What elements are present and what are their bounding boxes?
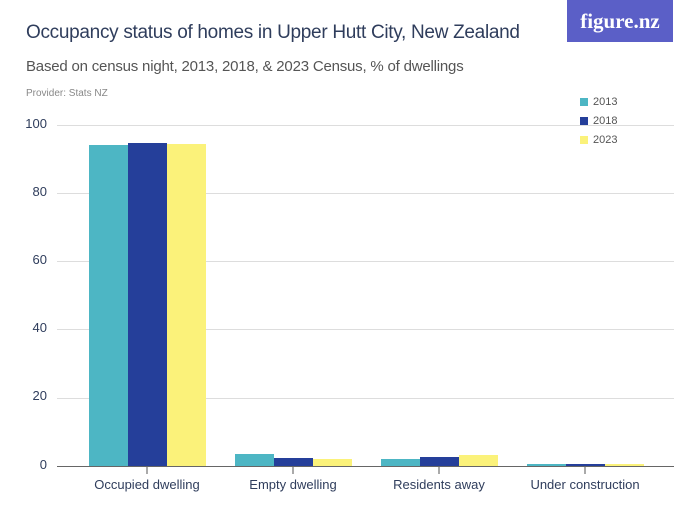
legend-item-2023: 2023	[580, 130, 617, 149]
x-label-under-construction: Under construction	[530, 477, 640, 492]
x-label-residents-away: Residents away	[393, 477, 485, 492]
legend-label: 2023	[593, 133, 618, 146]
bar-2018[interactable]	[127, 143, 167, 466]
bar-2023[interactable]	[166, 144, 206, 466]
legend-label: 2013	[593, 95, 618, 108]
legend-swatch-icon	[580, 116, 588, 125]
bar-2013[interactable]	[526, 464, 566, 466]
x-tick	[292, 467, 294, 474]
x-tick	[584, 467, 586, 474]
bar-2013[interactable]	[380, 459, 420, 466]
gridline	[57, 261, 674, 262]
chart-subtitle: Based on census night, 2013, 2018, & 202…	[26, 58, 464, 75]
bar-2023[interactable]	[458, 455, 498, 466]
gridline	[57, 398, 674, 399]
y-tick-label: 0	[39, 457, 47, 472]
x-tick	[146, 467, 148, 474]
bar-2018[interactable]	[273, 458, 313, 466]
bar-2018[interactable]	[419, 457, 459, 466]
legend-item-2013: 2013	[580, 92, 617, 111]
y-tick-label: 80	[32, 184, 47, 199]
legend-swatch-icon	[580, 97, 588, 106]
x-tick	[438, 467, 440, 474]
provider-note: Provider: Stats NZ	[26, 88, 108, 99]
y-tick-label: 20	[32, 388, 47, 403]
bar-2018[interactable]	[565, 464, 605, 466]
chart-title: Occupancy status of homes in Upper Hutt …	[26, 22, 520, 43]
gridline	[57, 193, 674, 194]
legend-label: 2018	[593, 114, 618, 127]
gridline	[57, 329, 674, 330]
x-label-empty-dwelling: Empty dwelling	[249, 477, 337, 492]
bar-2023[interactable]	[312, 459, 352, 466]
legend-item-2018: 2018	[580, 111, 617, 130]
gridline	[57, 125, 674, 126]
legend: 2013 2018 2023	[580, 92, 617, 149]
bar-2013[interactable]	[88, 145, 128, 466]
figure-nz-logo[interactable]: figure.nz	[567, 0, 673, 42]
bar-2013[interactable]	[234, 454, 274, 466]
x-axis	[57, 466, 674, 467]
y-tick-label: 60	[32, 252, 47, 267]
bar-2023[interactable]	[604, 464, 644, 466]
y-tick-label: 100	[25, 116, 47, 131]
y-tick-label: 40	[32, 320, 47, 335]
legend-swatch-icon	[580, 135, 588, 144]
x-label-occupied-dwelling: Occupied dwelling	[94, 477, 200, 492]
